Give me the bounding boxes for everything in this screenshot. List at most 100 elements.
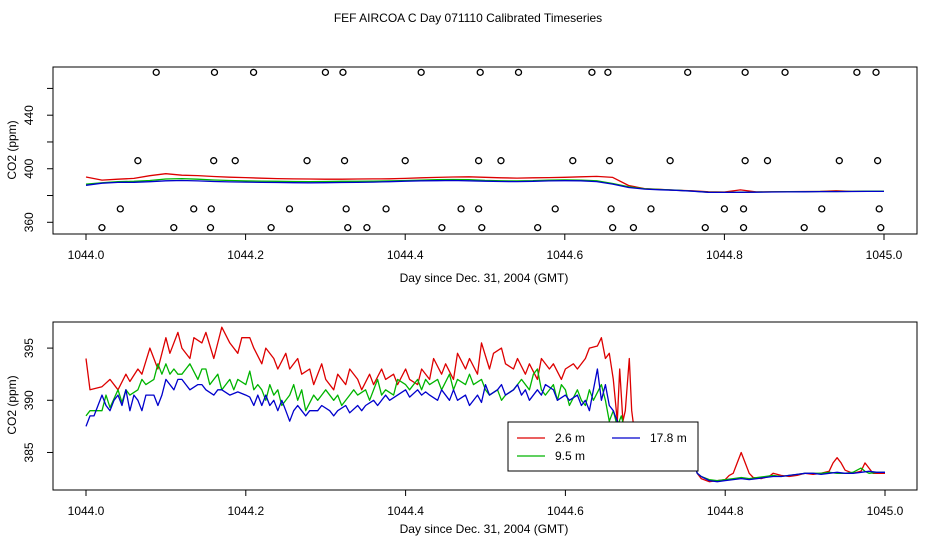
plot-frame [52,66,918,235]
sample-marker [514,68,523,77]
x-tick-label: 1044.4 [387,504,424,518]
sample-marker [741,157,749,165]
sample-marker [363,223,371,232]
sample-marker [342,205,350,213]
sample-marker [321,68,330,77]
sample-marker [476,68,484,77]
y-tick-label: 390 [22,390,36,410]
legend-label-2-6m: 2.6 m [555,431,585,445]
sample-marker [534,223,542,232]
sample-marker [210,68,219,77]
sample-marker [438,223,446,232]
sample-marker [170,223,178,232]
series-line-blue [85,179,884,194]
sample-marker [739,205,748,213]
sample-marker [588,68,596,77]
sample-marker [818,205,826,213]
x-tick-label: 1045.0 [866,248,903,262]
tick-group: 1044.0 1044.2 1044.4 1044.6 1044.8 1045.0 385 3… [22,338,904,518]
sample-marker [781,68,789,77]
legend-box [507,421,699,472]
sample-marker [629,223,638,232]
y-tick-label: 400 [22,158,36,178]
sample-marker [249,68,258,77]
sample-marker [134,157,142,165]
series-lines [85,173,884,194]
sample-marker [206,223,215,232]
sample-marker [478,223,486,232]
sample-marker [551,205,559,213]
y-tick-label: 440 [22,105,36,125]
sample-marker [569,157,577,165]
sample-marker [872,68,880,77]
sample-marker [474,157,483,165]
x-tick-label: 1044.6 [546,248,583,262]
sample-marker [701,223,709,232]
sample-marker [877,223,885,232]
sample-marker [875,205,883,213]
sample-marker [604,68,612,77]
marker-points [98,68,885,232]
x-axis-label: Day since Dec. 31, 2004 (GMT) [400,522,569,536]
sample-marker [800,223,808,232]
sample-marker [835,157,843,165]
bottom-panel: Day since Dec. 31, 2004 (GMT) CO2 (ppm) … [5,321,918,536]
x-tick-label: 1044.0 [68,248,105,262]
sample-marker [474,205,483,213]
sample-marker [684,68,692,77]
sample-marker [607,205,615,213]
sample-marker [666,157,674,165]
sample-marker [853,68,861,77]
y-tick-label: 360 [22,212,36,232]
top-panel: Day since Dec. 31, 2004 (GMT) CO2 (ppm) … [5,66,918,285]
sample-marker [647,205,655,213]
sample-marker [605,157,614,165]
x-tick-label: 1044.6 [547,504,584,518]
y-axis-label: CO2 (ppm) [5,375,19,434]
series-lines [85,326,885,483]
sample-marker [609,223,617,232]
y-tick-label: 385 [22,442,36,462]
x-tick-label: 1044.0 [68,504,105,518]
x-tick-label: 1045.0 [867,504,904,518]
x-tick-label: 1044.2 [227,248,264,262]
y-tick-label: 395 [22,338,36,358]
sample-marker [152,68,160,77]
x-tick-label: 1044.8 [707,504,744,518]
sample-marker [401,157,409,165]
series-line-blue [85,368,885,483]
sample-marker [210,157,218,165]
sample-marker [720,205,729,213]
sample-marker [116,205,124,213]
sample-marker [339,68,347,77]
sample-marker [340,157,349,165]
sample-marker [457,205,465,213]
x-tick-label: 1044.8 [706,248,743,262]
series-line-red [85,173,884,193]
sample-marker [267,223,275,232]
sample-marker [763,157,772,165]
sample-marker [303,157,311,165]
sample-marker [207,205,215,213]
legend-label-17-8m: 17.8 m [650,431,687,445]
sample-marker [741,68,749,77]
sample-marker [285,205,294,213]
legend: 2.6 m 9.5 m 17.8 m [507,421,699,472]
sample-marker [190,205,198,213]
x-tick-label: 1044.4 [387,248,424,262]
x-tick-label: 1044.2 [227,504,264,518]
sample-marker [497,157,505,165]
sample-marker [417,68,425,77]
y-axis-label: CO2 (ppm) [5,120,19,179]
sample-marker [98,223,106,232]
sample-marker [231,157,239,165]
figure-title: FEF AIRCOA C Day 071110 Calibrated Times… [334,11,602,25]
series-line-green [85,363,885,482]
tick-group: 1044.0 1044.2 1044.4 1044.6 1044.8 1045.0 360 4… [22,87,903,262]
sample-marker [382,205,390,213]
x-axis-label: Day since Dec. 31, 2004 (GMT) [400,271,569,285]
series-line-red [85,326,885,483]
sample-marker [873,157,882,165]
plot-frame [52,321,918,491]
